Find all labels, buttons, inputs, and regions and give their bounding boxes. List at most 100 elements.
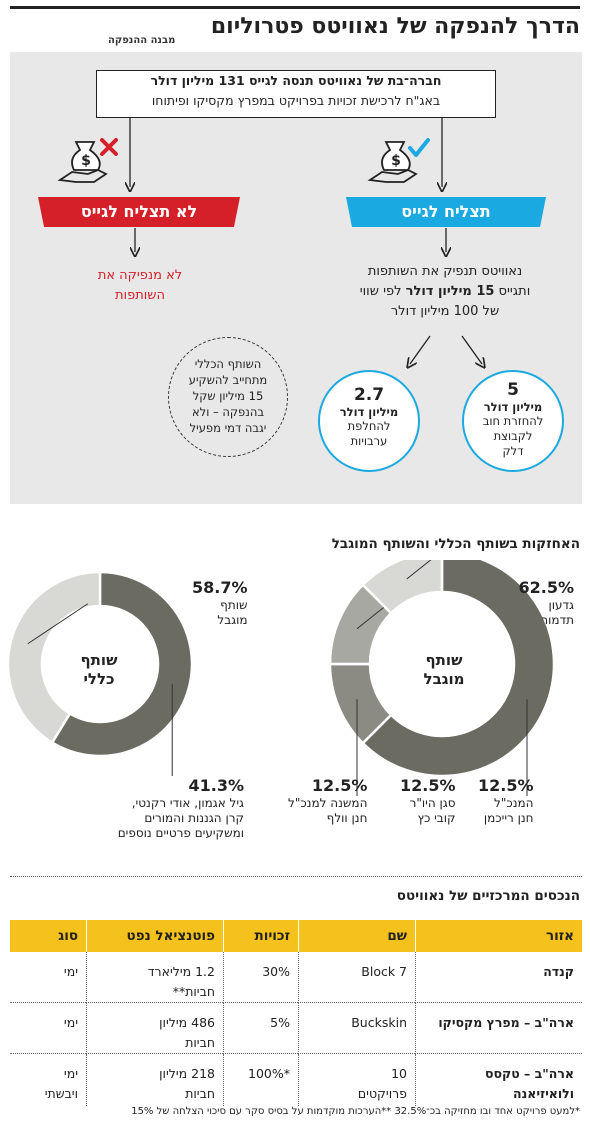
row-name: Block 7	[298, 952, 416, 1003]
lp-wolf-pct: 12.5%	[311, 776, 368, 795]
row-potential: 218 מיליון חביות	[86, 1053, 224, 1106]
structure-connectors	[10, 118, 582, 504]
gp-lp-line2: מוגבל	[217, 613, 248, 627]
lp-tadmor-line2: תדמור	[541, 613, 574, 627]
row-name-line1: 10	[391, 1066, 407, 1081]
lp-katz-line1: סגן היו"ר	[409, 796, 456, 810]
gp-investors-line2: קרן הגננות והמורים	[144, 811, 244, 825]
gp-slice-investors-leader	[27, 603, 89, 645]
success-outcome-line2-pre: ותגייס	[494, 284, 531, 299]
fail-outcome-line1: לא מנפיקה את	[97, 268, 183, 283]
col-rights: זכויות	[223, 920, 299, 952]
table-row: ארה"ב – מפרץ מקסיקו Buckskin 5% 486 מילי…	[10, 1002, 582, 1054]
success-banner: תצליח לגייס	[346, 197, 546, 227]
page-title: הדרך להנפקה של נאוויטס פטרוליום	[210, 14, 580, 39]
success-outcome-line2-post: לפי שווי	[359, 284, 406, 299]
row-type: ימי ויבשתי	[10, 1054, 87, 1106]
row-potential-line2: חביות	[185, 1035, 215, 1050]
lp-tadmor-line1: גדעון	[548, 598, 574, 612]
lp-center-label: שותף מוגבל	[399, 651, 489, 689]
raise-headline: חברה־בת של נאוויטס תנסה לגייס 131 מיליון…	[150, 73, 442, 88]
general-partner-note: השותף הכללי מתחייב להשקיע 15 מיליון שקל …	[168, 337, 288, 457]
page-subtitle: מבנה ההנפקה	[108, 35, 176, 46]
debt-repayment-desc1: להחזרת חוב	[482, 414, 544, 428]
gp-investors-line3: ומשקיעים פרטיים נוספים	[117, 826, 244, 840]
lp-wolf-line1: המשנה למנכ"ל	[288, 796, 368, 810]
debt-repayment-desc2: לקבוצת	[493, 429, 533, 443]
gp-center-line1: שותף	[80, 651, 118, 669]
lp-katz-pct: 12.5%	[400, 776, 456, 795]
gp-slice-lp	[50, 570, 194, 758]
row-potential-line1: 1.2 מיליארד	[147, 964, 215, 979]
lp-slice-wolf	[361, 560, 444, 615]
fail-outcome: לא מנפיקה את השותפות	[70, 266, 210, 306]
guarantee-swap-circle: 2.7 מיליון דולר להחלפת ערבויות	[318, 370, 420, 472]
row-name: Buckskin	[298, 1002, 416, 1054]
footnote: *למעט פרויקט אחד ובו מחזיקה בכ־32.5% **ה…	[131, 1106, 580, 1117]
row-area: ארה"ב – טקסס ולואיזיאנה	[415, 1053, 582, 1106]
success-outcome-line2: ותגייס 15 מיליון דולר לפי שווי	[318, 282, 572, 302]
lp-reichman-line2: חנן רייכמן	[483, 811, 534, 825]
row-name: 10 פרויקטים	[298, 1053, 416, 1106]
table-row: קנדה Block 7 30% 1.2 מיליארד חביות** ימי	[10, 952, 582, 1003]
row-potential-line1: 486 מיליון	[159, 1015, 215, 1030]
row-type: ימי	[10, 952, 87, 1003]
success-outcome-line1: נאוויטס תנפיק את השותפות	[367, 264, 523, 279]
raise-detail: באג"ח לרכישת זכויות בפרויקט במפרץ מקסיקו…	[151, 93, 441, 108]
arrow-to-debt	[461, 335, 482, 364]
gp-center-label: שותף כללי	[54, 651, 144, 689]
gp-note-line4: בהנפקה – ולא	[191, 405, 265, 419]
row-type: ימי	[10, 1002, 87, 1054]
guarantee-swap-desc2: ערבויות	[350, 434, 388, 448]
col-type: סוג	[10, 920, 87, 952]
row-type-line1: ימי	[63, 1066, 78, 1081]
lp-center-line1: שותף	[425, 651, 463, 669]
fail-banner: לא תצליח לגייס	[38, 197, 240, 227]
fail-outcome-line2: השותפות	[115, 288, 165, 303]
svg-text:$: $	[81, 153, 91, 169]
holdings-donut-charts	[6, 560, 556, 796]
row-potential: 1.2 מיליארד חביות**	[86, 952, 224, 1003]
lp-slice-tadmor	[361, 560, 556, 778]
col-name: שם	[298, 920, 416, 952]
gp-note-line5: יגבה דמי מפעיל	[189, 421, 267, 435]
lp-label-reichman: 12.5% המנכ"ל חנן רייכמן	[478, 776, 534, 826]
success-outcome: נאוויטס תנפיק את השותפות ותגייס 15 מיליו…	[318, 262, 572, 322]
row-rights: 30%	[223, 952, 299, 1003]
col-area: אזור	[415, 920, 582, 952]
col-potential: פוטנציאל נפט	[86, 920, 224, 952]
assets-title: הנכסים המרכזיים של נאוויטס	[396, 888, 580, 904]
gp-lp-line1: שותף	[220, 598, 248, 612]
lp-reichman-line1: המנכ"ל	[494, 796, 534, 810]
svg-text:$: $	[391, 153, 401, 169]
row-potential-line1: 218 מיליון	[159, 1066, 215, 1081]
gp-note-line3: 15 מיליון שקל	[192, 389, 264, 403]
lp-label-katz: 12.5% סגן היו"ר קובי כץ	[400, 776, 456, 826]
gp-label-investors: 41.3% גיל אגמון, אודי רקנטי, קרן הגננות …	[14, 776, 244, 841]
raise-description-box: חברה־בת של נאוויטס תנסה לגייס 131 מיליון…	[96, 70, 496, 118]
debt-repayment-unit: מיליון דולר	[483, 400, 543, 414]
lp-slice-wolf-leader	[406, 560, 432, 580]
lp-reichman-pct: 12.5%	[478, 776, 534, 795]
title-rule	[10, 6, 580, 9]
table-row: ארה"ב – טקסס ולואיזיאנה 10 פרויקטים *100% …	[10, 1053, 582, 1106]
row-name-line2: פרויקטים	[357, 1086, 407, 1101]
holdings-title: האחזקות בשותף הכללי והשותף המוגבל	[331, 536, 580, 552]
arrow-to-guarantees	[410, 335, 431, 364]
lp-katz-line2: קובי כץ	[417, 811, 456, 825]
lp-label-tadmor: 62.5% גדעון תדמור	[518, 578, 574, 628]
row-area-line1: ארה"ב – טקסס	[485, 1066, 574, 1081]
gp-investors-line1: גיל אגמון, אודי רקנטי,	[131, 796, 244, 810]
guarantee-swap-unit: מיליון דולר	[339, 405, 399, 419]
gp-investors-pct: 41.3%	[188, 776, 244, 795]
debt-repayment-desc3: דלק	[502, 444, 524, 458]
gp-label-lp: 58.7% שותף מוגבל	[192, 578, 248, 628]
row-rights: 5%	[223, 1002, 299, 1054]
gp-lp-pct: 58.7%	[192, 578, 248, 597]
success-outcome-amount: 15 מיליון דולר	[405, 284, 495, 299]
guarantee-swap-desc1: להחלפת	[347, 419, 391, 433]
section-divider	[10, 876, 582, 877]
lp-tadmor-pct: 62.5%	[518, 578, 574, 597]
lp-label-wolf: 12.5% המשנה למנכ"ל חנן וולף	[288, 776, 367, 826]
gp-center-line2: כללי	[83, 670, 115, 688]
